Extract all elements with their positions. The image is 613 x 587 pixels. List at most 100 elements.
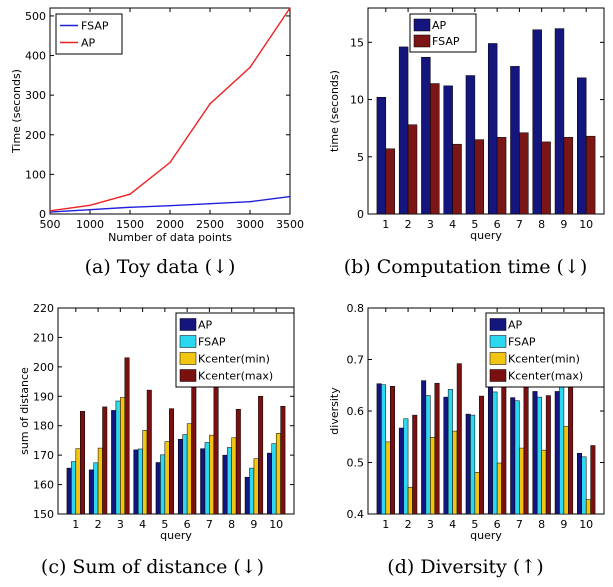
- plot-frame: [367, 7, 605, 215]
- data-point: [209, 202, 211, 205]
- x-axis-label: Number of data points: [108, 231, 232, 244]
- legend-label: Kcenter(min): [198, 353, 270, 366]
- bar-kcenter-max--9: [568, 386, 574, 515]
- x-tick-label: 10: [269, 518, 283, 531]
- bar-kcenter-max--2: [102, 406, 108, 515]
- legend-swatch: [413, 18, 431, 32]
- data-point: [169, 204, 171, 207]
- legend-swatch: [179, 318, 197, 331]
- bar-ap-1: [66, 467, 72, 515]
- x-tick-label: 7: [516, 518, 523, 531]
- bar-fsap-5: [474, 139, 485, 215]
- bar-ap-4: [443, 396, 449, 515]
- data-point: [89, 208, 91, 211]
- y-tick-label: 190: [33, 390, 54, 403]
- y-tick-label: 0.5: [347, 457, 365, 470]
- x-tick-label: 500: [40, 218, 61, 231]
- bar-fsap-4: [447, 389, 453, 515]
- y-tick-label: 0: [357, 208, 364, 221]
- bar-kcenter-max--5: [169, 408, 175, 515]
- bar-ap-5: [465, 413, 471, 515]
- bar-kcenter-min--7: [209, 434, 215, 515]
- bar-kcenter-min--5: [474, 472, 480, 515]
- bar-kcenter-min--2: [407, 486, 413, 515]
- bar-kcenter-max--9: [258, 396, 264, 515]
- bar-fsap-6: [182, 434, 188, 515]
- bar-kcenter-max--8: [545, 395, 551, 515]
- bar-ap-6: [177, 439, 183, 515]
- data-point: [249, 66, 251, 69]
- legend-swatch: [489, 335, 507, 348]
- bar-fsap-8: [536, 396, 542, 515]
- bar-kcenter-min--4: [142, 430, 148, 515]
- series-line-fsap: [49, 195, 291, 213]
- bar-ap-2: [398, 427, 404, 515]
- bar-kcenter-min--3: [430, 437, 436, 515]
- chart-c: 1 2 3 4 5 6 7 8 9 10 query 150 160 170 180 190 200 210 220…: [18, 302, 295, 542]
- legend-label: AP: [432, 19, 447, 32]
- x-tick-label: 10: [579, 218, 593, 231]
- y-tick-label: 300: [25, 89, 46, 102]
- x-tick-label: 6: [494, 218, 501, 231]
- bar-kcenter-min--5: [164, 441, 170, 515]
- bar-kcenter-max--6: [191, 374, 197, 515]
- y-tick-label: 210: [33, 331, 54, 344]
- bar-kcenter-min--7: [519, 447, 525, 515]
- bar-ap-8: [532, 29, 542, 215]
- bar-fsap-9: [559, 386, 565, 515]
- x-tick-label: 2500: [196, 218, 224, 231]
- bar-ap-2: [398, 46, 409, 215]
- x-tick-label: 4: [449, 218, 456, 231]
- y-axis-label: Time (seconds): [10, 69, 23, 154]
- bar-ap-10: [577, 452, 582, 515]
- bar-fsap-1: [71, 461, 77, 515]
- chart-panel-c: 1 2 3 4 5 6 7 8 9 10 query 150 160 170 180 190 200 210 220…: [0, 300, 300, 555]
- bar-fsap-4: [137, 448, 143, 515]
- bar-ap-3: [111, 410, 117, 515]
- bar-kcenter-min--9: [253, 458, 259, 515]
- legend-swatch: [489, 352, 507, 365]
- bar-fsap-2: [407, 124, 418, 215]
- bar-kcenter-min--2: [97, 447, 103, 515]
- bar-fsap-7: [519, 132, 529, 215]
- x-tick-label: 3500: [276, 218, 304, 231]
- x-tick-label: 2: [405, 218, 412, 231]
- bar-fsap-8: [226, 447, 232, 515]
- bar-fsap-2: [403, 418, 409, 515]
- data-point: [249, 200, 251, 203]
- bar-ap-6: [487, 43, 498, 215]
- x-tick-label: 8: [538, 518, 545, 531]
- x-tick-label: 3000: [236, 218, 264, 231]
- plot-frame: [57, 307, 295, 515]
- bar-kcenter-max--3: [124, 357, 130, 515]
- x-tick-label: 8: [538, 218, 545, 231]
- y-tick-label: 400: [25, 50, 46, 63]
- bar-ap-7: [510, 397, 516, 515]
- y-tick-label: 200: [33, 361, 54, 374]
- data-point: [289, 7, 291, 9]
- data-point: [129, 206, 131, 209]
- bar-fsap-2: [93, 462, 99, 515]
- bar-kcenter-max--7: [523, 387, 529, 515]
- bar-kcenter-max--4: [456, 363, 462, 515]
- x-tick-label: 9: [560, 218, 567, 231]
- x-tick-label: 9: [250, 518, 257, 531]
- y-tick-label: 500: [25, 10, 46, 23]
- bar-ap-4: [443, 85, 453, 215]
- legend-label: FSAP: [198, 336, 226, 349]
- bar-fsap-1: [385, 148, 395, 215]
- bar-kcenter-max--5: [479, 395, 485, 515]
- x-tick-label: 7: [516, 218, 523, 231]
- data-point: [49, 211, 51, 213]
- bar-kcenter-min--1: [75, 448, 81, 515]
- x-tick-label: 1: [382, 518, 389, 531]
- data-point: [289, 195, 291, 198]
- bar-fsap-6: [496, 137, 507, 215]
- bar-ap-3: [421, 380, 427, 515]
- x-tick-label: 4: [139, 518, 146, 531]
- data-point: [89, 204, 91, 207]
- bar-ap-8: [222, 454, 228, 515]
- bar-kcenter-max--1: [390, 386, 395, 515]
- bar-kcenter-max--10: [280, 406, 286, 515]
